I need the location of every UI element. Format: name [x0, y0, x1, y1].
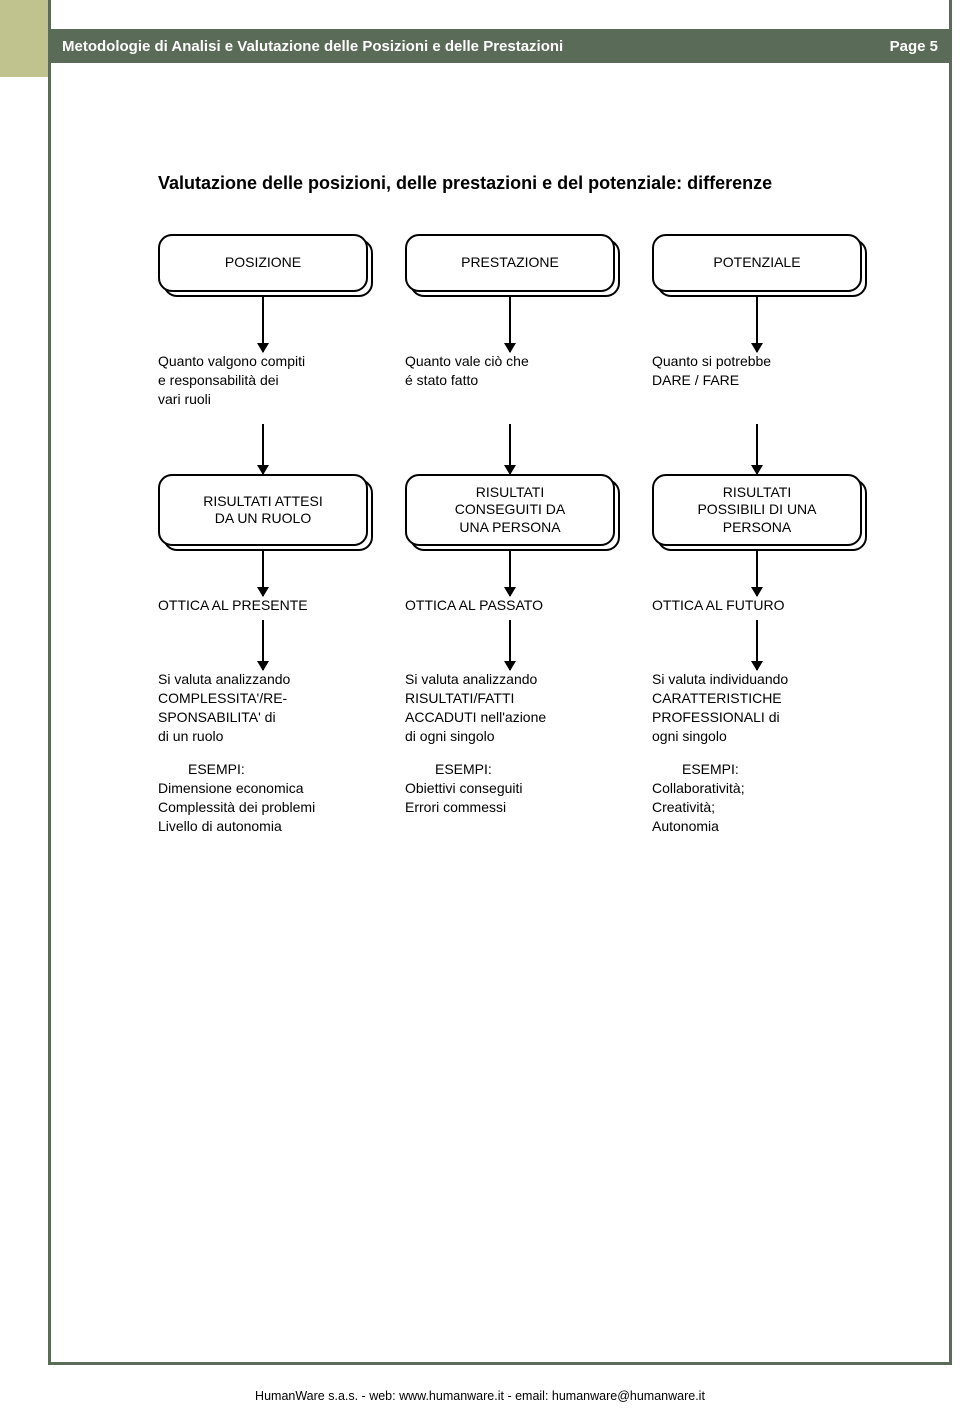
mid-box-posizione: RISULTATI ATTESI DA UN RUOLO — [158, 474, 368, 546]
diagram: POSIZIONE Quanto valgono compiti e respo… — [158, 234, 902, 836]
text-line: di un ruolo — [158, 728, 223, 744]
arrow-icon — [756, 620, 758, 670]
arrow-icon — [509, 546, 511, 596]
text-line: DA UN RUOLO — [215, 510, 311, 526]
esempi-label: ESEMPI: — [158, 760, 368, 779]
text-line: Obiettivi conseguiti — [405, 780, 523, 796]
section-title: Valutazione delle posizioni, delle prest… — [158, 173, 902, 194]
page-header: Metodologie di Analisi e Valutazione del… — [48, 29, 952, 63]
text-line: COMPLESSITA'/RE- — [158, 690, 287, 706]
arrow-icon — [509, 620, 511, 670]
text-line: ACCADUTI nell'azione — [405, 709, 546, 725]
text-line: Dimensione economica — [158, 780, 304, 796]
content-area: Valutazione delle posizioni, delle prest… — [48, 63, 952, 836]
mid-box-label: RISULTATI CONSEGUITI DA UNA PERSONA — [455, 484, 565, 537]
text-line: Quanto valgono compiti — [158, 353, 305, 369]
esempi-posizione: ESEMPI: Dimensione economica Complessità… — [158, 760, 368, 836]
ottica-posizione: OTTICA AL PRESENTE — [158, 596, 368, 620]
text-line: vari ruoli — [158, 391, 211, 407]
text-line: Autonomia — [652, 818, 719, 834]
top-box-prestazione: PRESTAZIONE — [405, 234, 615, 292]
text-line: Si valuta analizzando — [158, 671, 290, 687]
text-line: RISULTATI — [723, 484, 791, 500]
text-line: DARE / FARE — [652, 372, 739, 388]
text-line: e responsabilità dei — [158, 372, 279, 388]
page-footer: HumanWare s.a.s. - web: www.humanware.it… — [0, 1389, 960, 1415]
text-line: ogni singolo — [652, 728, 727, 744]
text-line: RISULTATI ATTESI — [203, 493, 323, 509]
text-line: CONSEGUITI DA — [455, 501, 565, 517]
top-box-potenziale: POTENZIALE — [652, 234, 862, 292]
desc1-posizione: Quanto valgono compiti e responsabilità … — [158, 352, 368, 424]
arrow-icon — [262, 424, 264, 474]
text-line: RISULTATI — [476, 484, 544, 500]
desc1-potenziale: Quanto si potrebbe DARE / FARE — [652, 352, 862, 424]
mid-box-label: RISULTATI ATTESI DA UN RUOLO — [203, 493, 323, 528]
arrow-icon — [262, 620, 264, 670]
arrow-icon — [509, 424, 511, 474]
text-line: Errori commessi — [405, 799, 506, 815]
desc2-prestazione: Si valuta analizzando RISULTATI/FATTI AC… — [405, 670, 615, 760]
text-line: PERSONA — [723, 519, 791, 535]
top-box-label: PRESTAZIONE — [461, 254, 559, 272]
mid-box-label: RISULTATI POSSIBILI DI UNA PERSONA — [697, 484, 816, 537]
arrow-icon — [756, 546, 758, 596]
text-line: Quanto si potrebbe — [652, 353, 771, 369]
text-line: é stato fatto — [405, 372, 478, 388]
header-page-label: Page 5 — [890, 38, 938, 55]
text-line: CARATTERISTICHE — [652, 690, 782, 706]
desc2-potenziale: Si valuta individuando CARATTERISTICHE P… — [652, 670, 862, 760]
arrow-icon — [756, 424, 758, 474]
desc2-posizione: Si valuta analizzando COMPLESSITA'/RE- S… — [158, 670, 368, 760]
esempi-potenziale: ESEMPI: Collaboratività; Creatività; Aut… — [652, 760, 862, 836]
header-title: Metodologie di Analisi e Valutazione del… — [62, 38, 890, 55]
esempi-label: ESEMPI: — [652, 760, 862, 779]
top-box-posizione: POSIZIONE — [158, 234, 368, 292]
text-line: Collaboratività; — [652, 780, 745, 796]
diagram-col-posizione: POSIZIONE Quanto valgono compiti e respo… — [158, 234, 368, 836]
desc1-prestazione: Quanto vale ciò che é stato fatto — [405, 352, 615, 424]
text-line: PROFESSIONALI di — [652, 709, 780, 725]
arrow-icon — [756, 292, 758, 352]
text-line: Complessità dei problemi — [158, 799, 315, 815]
esempi-label: ESEMPI: — [405, 760, 615, 779]
mid-box-potenziale: RISULTATI POSSIBILI DI UNA PERSONA — [652, 474, 862, 546]
text-line: Quanto vale ciò che — [405, 353, 529, 369]
arrow-icon — [509, 292, 511, 352]
text-line: POSSIBILI DI UNA — [697, 501, 816, 517]
text-line: Si valuta analizzando — [405, 671, 537, 687]
text-line: Creatività; — [652, 799, 715, 815]
arrow-icon — [262, 292, 264, 352]
esempi-prestazione: ESEMPI: Obiettivi conseguiti Errori comm… — [405, 760, 615, 817]
text-line: SPONSABILITA' di — [158, 709, 276, 725]
ottica-potenziale: OTTICA AL FUTURO — [652, 596, 862, 620]
text-line: di ogni singolo — [405, 728, 495, 744]
text-line: Si valuta individuando — [652, 671, 788, 687]
diagram-col-prestazione: PRESTAZIONE Quanto vale ciò che é stato … — [405, 234, 615, 836]
text-line: Livello di autonomia — [158, 818, 282, 834]
top-box-label: POSIZIONE — [225, 254, 301, 272]
text-line: UNA PERSONA — [459, 519, 560, 535]
text-line: RISULTATI/FATTI — [405, 690, 514, 706]
top-box-label: POTENZIALE — [713, 254, 800, 272]
diagram-col-potenziale: POTENZIALE Quanto si potrebbe DARE / FAR… — [652, 234, 862, 836]
mid-box-prestazione: RISULTATI CONSEGUITI DA UNA PERSONA — [405, 474, 615, 546]
arrow-icon — [262, 546, 264, 596]
ottica-prestazione: OTTICA AL PASSATO — [405, 596, 615, 620]
